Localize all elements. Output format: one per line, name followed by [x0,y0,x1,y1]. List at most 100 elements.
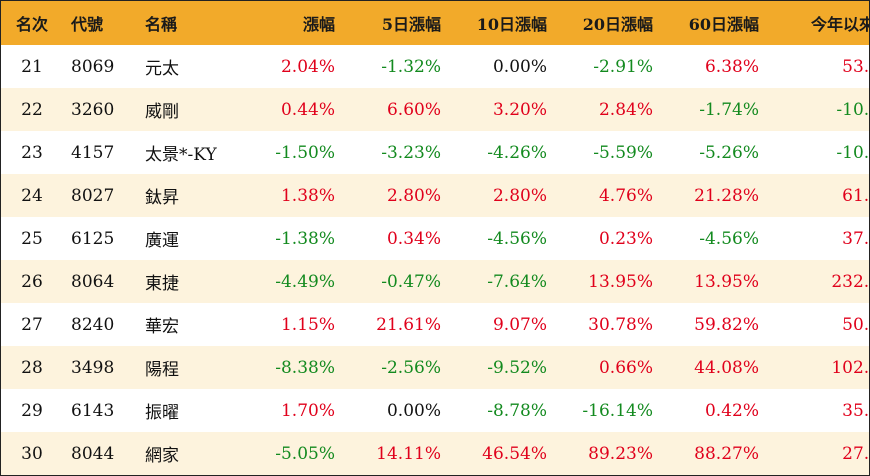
name-cell: 振曜 [145,403,179,423]
change-5day-cell: -0.47% [381,271,441,292]
table-row: 21 8069 元太 2.04% -1.32% 0.00% -2.91% 6.3… [1,45,870,88]
change-60day-cell: -5.26% [699,142,759,163]
name-cell: 威剛 [145,102,179,122]
change-10day-cell: 9.07% [492,314,547,335]
rank-cell: 29 [21,400,43,421]
change-cell: -1.50% [275,142,335,163]
change-60day-cell: -1.74% [699,99,759,120]
change-5day-cell: -2.56% [381,357,441,378]
change-cell: 1.70% [280,400,335,421]
code-cell: 8027 [71,185,115,206]
table-row: 27 8240 華宏 1.15% 21.61% 9.07% 30.78% 59.… [1,303,870,346]
table-row: 22 3260 威剛 0.44% 6.60% 3.20% 2.84% -1.74… [1,88,870,131]
change-ytd-cell: -10.05% [836,99,870,120]
change-10day-cell: -4.26% [487,142,547,163]
code-cell: 8044 [71,443,115,464]
table-row: 30 8044 網家 -5.05% 14.11% 46.54% 89.23% 8… [1,432,870,475]
code-cell: 3260 [71,99,115,120]
code-cell: 8240 [71,314,115,335]
table-row: 23 4157 太景*-KY -1.50% -3.23% -4.26% -5.5… [1,131,870,174]
change-20day-cell: 13.95% [588,271,653,292]
change-ytd-cell: -10.30% [836,142,870,163]
header-code: 代號 [71,15,104,34]
table-row: 26 8064 東捷 -4.49% -0.47% -7.64% 13.95% 1… [1,260,870,303]
code-cell: 6143 [71,400,115,421]
change-60day-cell: 59.82% [694,314,759,335]
name-cell: 鈦昇 [145,188,179,208]
header-10day-change: 10日漲幅 [476,15,547,34]
change-10day-cell: 0.00% [492,56,547,77]
change-20day-cell: -16.14% [582,400,653,421]
change-20day-cell: 0.66% [598,357,653,378]
table-row: 28 3498 陽程 -8.38% -2.56% -9.52% 0.66% 44… [1,346,869,389]
change-60day-cell: 6.38% [704,56,759,77]
rank-cell: 26 [21,271,43,292]
change-cell: 1.15% [280,314,335,335]
change-60day-cell: -4.56% [699,228,759,249]
change-cell: -4.49% [275,271,335,292]
code-cell: 6125 [71,228,115,249]
change-60day-cell: 13.95% [694,271,759,292]
change-ytd-cell: 50.93% [842,314,870,335]
change-5day-cell: 14.11% [376,443,441,464]
change-5day-cell: 6.60% [386,99,441,120]
name-cell: 東捷 [145,274,179,294]
code-cell: 3498 [71,357,115,378]
code-cell: 4157 [71,142,115,163]
change-10day-cell: -4.56% [487,228,547,249]
change-60day-cell: 44.08% [694,357,759,378]
change-5day-cell: -3.23% [381,142,441,163]
change-cell: 2.04% [280,56,335,77]
header-ytd-change: 今年以來漲幅 [810,15,869,34]
change-20day-cell: -5.59% [593,142,653,163]
change-ytd-cell: 232.80% [831,271,870,292]
name-cell: 元太 [145,59,179,79]
code-cell: 8069 [71,56,115,77]
table-row: 25 6125 廣運 -1.38% 0.34% -4.56% 0.23% -4.… [1,217,870,260]
change-ytd-cell: 53.85% [842,56,870,77]
change-10day-cell: 2.80% [492,185,547,206]
rank-cell: 23 [21,142,43,163]
change-ytd-cell: 37.99% [842,228,870,249]
change-ytd-cell: 61.53% [842,185,870,206]
change-10day-cell: -9.52% [487,357,547,378]
change-5day-cell: 21.61% [376,314,441,335]
rank-cell: 30 [21,443,43,464]
header-change: 漲幅 [302,15,335,34]
change-5day-cell: 0.34% [386,228,441,249]
change-5day-cell: 0.00% [386,400,441,421]
change-5day-cell: 2.80% [386,185,441,206]
change-cell: -8.38% [275,357,335,378]
rank-cell: 22 [21,99,43,120]
change-60day-cell: 88.27% [694,443,759,464]
change-cell: -1.38% [275,228,335,249]
header-20day-change: 20日漲幅 [582,15,653,34]
rank-cell: 28 [21,357,43,378]
change-20day-cell: 0.23% [598,228,653,249]
change-20day-cell: 89.23% [588,443,653,464]
change-10day-cell: -7.64% [487,271,547,292]
name-cell: 網家 [145,446,179,466]
name-cell: 太景*-KY [145,145,217,165]
change-cell: 0.44% [280,99,335,120]
rank-cell: 24 [21,185,43,206]
rank-cell: 27 [21,314,43,335]
change-ytd-cell: 27.87% [842,443,870,464]
header-row: 名次 代號 名稱 漲幅 5日漲幅 10日漲幅 20日漲幅 60日漲幅 今年以來漲… [1,1,869,45]
change-5day-cell: -1.32% [381,56,441,77]
change-60day-cell: 0.42% [704,400,759,421]
header-5day-change: 5日漲幅 [381,15,441,34]
change-ytd-cell: 35.03% [842,400,870,421]
change-10day-cell: 46.54% [482,443,547,464]
name-cell: 廣運 [145,231,179,251]
table-row: 29 6143 振曜 1.70% 0.00% -8.78% -16.14% 0.… [1,389,870,432]
table-row: 24 8027 鈦昇 1.38% 2.80% 2.80% 4.76% 21.28… [1,174,870,217]
rank-cell: 25 [21,228,43,249]
change-20day-cell: 30.78% [588,314,653,335]
change-20day-cell: 4.76% [598,185,653,206]
change-10day-cell: -8.78% [487,400,547,421]
name-cell: 華宏 [145,317,179,337]
header-60day-change: 60日漲幅 [688,15,759,34]
